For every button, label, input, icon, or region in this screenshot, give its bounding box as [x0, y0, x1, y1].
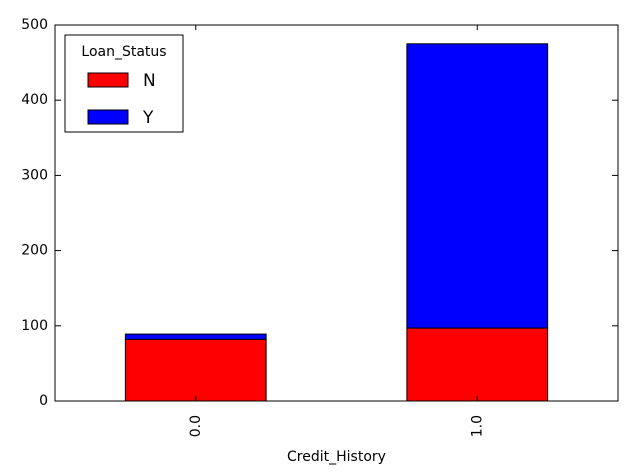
- legend-label-n: N: [143, 71, 156, 91]
- y-tick-label: 400: [21, 92, 48, 108]
- x-tick-label: 1.0: [469, 415, 485, 437]
- plot-area-layer: [55, 25, 618, 402]
- x-tick-label: 0.0: [188, 415, 204, 437]
- axis-layer: 0.0 1.0 0 100 200 300 400 500 Credit_History: [21, 17, 619, 465]
- bar-n-1-0: [406, 327, 549, 402]
- legend-title: Loan_Status: [81, 44, 166, 60]
- bar-y-1-0: [406, 43, 549, 329]
- legend-swatch-y: [87, 109, 129, 125]
- legend: Loan_Status NY: [64, 34, 184, 133]
- y-tick-label: 500: [21, 17, 48, 33]
- y-tick-label: 100: [21, 318, 48, 334]
- y-tick-label: 300: [21, 167, 48, 183]
- bar-y-0-0: [124, 333, 267, 340]
- y-tick-label: 200: [21, 243, 48, 259]
- bar-n-0-0: [124, 338, 267, 402]
- x-axis-label: Credit_History: [287, 449, 386, 465]
- legend-swatch-n: [87, 72, 129, 88]
- plot-frame: [54, 24, 619, 402]
- legend-label-y: Y: [142, 108, 154, 128]
- y-tick-label: 0: [39, 393, 48, 409]
